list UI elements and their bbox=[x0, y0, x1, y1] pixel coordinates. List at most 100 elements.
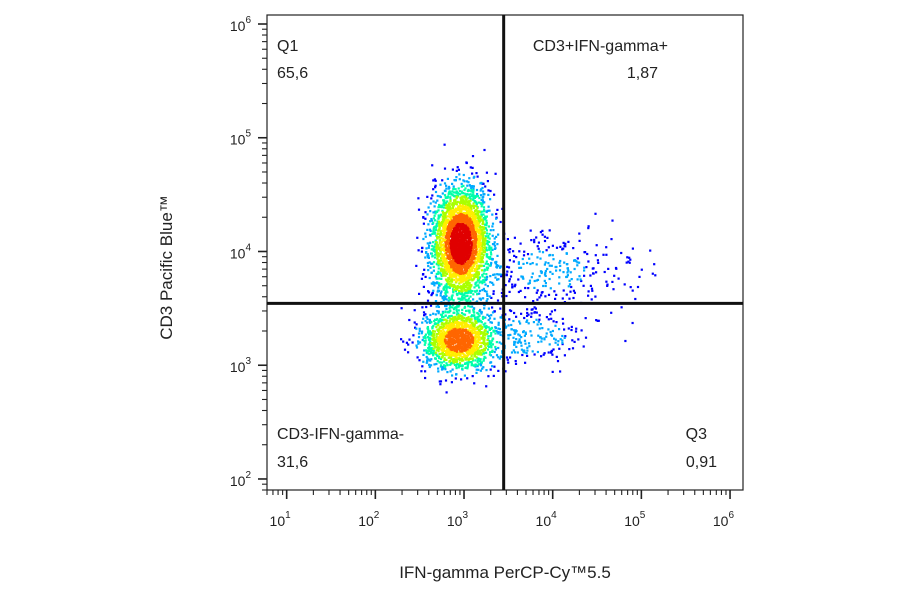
event-dot bbox=[620, 306, 623, 309]
event-dot bbox=[480, 310, 483, 313]
event-dot bbox=[447, 283, 450, 286]
event-dot bbox=[605, 253, 608, 256]
event-dot bbox=[438, 226, 441, 230]
event-dot bbox=[524, 361, 527, 364]
event-dot bbox=[453, 221, 456, 224]
event-dot bbox=[442, 206, 445, 209]
event-dot bbox=[435, 222, 438, 225]
event-dot bbox=[480, 321, 483, 324]
event-dot bbox=[548, 254, 551, 257]
event-dot bbox=[528, 257, 531, 260]
event-dot bbox=[429, 321, 432, 324]
event-dot bbox=[452, 188, 455, 191]
event-dot bbox=[437, 345, 440, 348]
event-dot bbox=[450, 283, 453, 286]
event-dot bbox=[464, 362, 467, 365]
event-dot bbox=[451, 327, 454, 330]
event-dot bbox=[551, 329, 554, 333]
event-dot bbox=[476, 267, 479, 271]
event-dot bbox=[478, 267, 481, 270]
event-dot bbox=[582, 345, 585, 348]
event-dot bbox=[570, 285, 573, 289]
event-dot bbox=[445, 267, 448, 270]
event-dot bbox=[438, 277, 441, 280]
event-dot bbox=[515, 338, 518, 341]
event-dot bbox=[500, 291, 503, 295]
event-dot bbox=[553, 290, 556, 293]
event-dot bbox=[455, 325, 458, 328]
event-dot bbox=[474, 209, 477, 212]
event-dot bbox=[580, 279, 583, 283]
event-dot bbox=[429, 220, 432, 223]
event-dot bbox=[480, 199, 483, 202]
event-dot bbox=[536, 278, 540, 281]
event-dot bbox=[499, 265, 502, 268]
event-dot bbox=[565, 252, 568, 255]
event-dot bbox=[456, 166, 459, 169]
event-dot bbox=[426, 299, 430, 302]
event-dot bbox=[449, 326, 452, 329]
event-dot bbox=[428, 261, 431, 264]
event-dot bbox=[482, 253, 485, 256]
event-dot bbox=[446, 239, 449, 243]
event-dot bbox=[506, 270, 509, 273]
event-dot bbox=[508, 278, 511, 281]
event-dot bbox=[453, 338, 456, 341]
event-dot bbox=[466, 247, 469, 250]
event-dot bbox=[444, 351, 448, 354]
event-dot bbox=[606, 284, 609, 287]
event-dot bbox=[441, 206, 444, 209]
event-dot bbox=[483, 269, 486, 272]
event-dot bbox=[466, 361, 469, 364]
event-dot bbox=[571, 339, 574, 342]
event-dot bbox=[477, 318, 480, 321]
event-dot bbox=[434, 226, 438, 229]
event-dot bbox=[480, 280, 483, 283]
event-dot bbox=[561, 339, 564, 342]
event-dot bbox=[484, 344, 487, 347]
event-dot bbox=[434, 186, 437, 189]
event-dot bbox=[468, 327, 471, 330]
event-dot bbox=[461, 192, 464, 195]
event-dot bbox=[549, 287, 552, 290]
event-dot bbox=[576, 261, 579, 264]
event-dot bbox=[487, 337, 490, 340]
event-dot bbox=[485, 229, 488, 232]
event-dot bbox=[428, 228, 432, 231]
event-dot bbox=[576, 264, 579, 267]
event-dot bbox=[507, 324, 510, 327]
event-dot bbox=[441, 254, 445, 257]
event-dot bbox=[446, 311, 449, 314]
event-dot bbox=[452, 361, 455, 364]
event-dot bbox=[520, 336, 523, 339]
event-dot bbox=[574, 330, 578, 333]
event-dot bbox=[552, 348, 555, 351]
event-dot bbox=[441, 192, 444, 195]
event-dot bbox=[430, 294, 433, 297]
event-dot bbox=[443, 248, 446, 251]
event-dot bbox=[490, 344, 493, 348]
event-dot bbox=[491, 339, 494, 342]
event-dot bbox=[455, 197, 458, 200]
event-dot bbox=[447, 220, 450, 224]
event-dot bbox=[446, 291, 449, 294]
event-dot bbox=[537, 340, 540, 344]
event-dot bbox=[544, 295, 547, 298]
event-dot bbox=[476, 245, 479, 248]
event-dot bbox=[451, 168, 454, 171]
event-dot bbox=[470, 261, 473, 264]
event-dot bbox=[499, 220, 502, 224]
event-dot bbox=[476, 210, 479, 213]
event-dot bbox=[454, 201, 457, 204]
event-dot bbox=[548, 277, 551, 281]
event-dot bbox=[547, 293, 551, 296]
event-dot bbox=[478, 289, 482, 292]
event-dot bbox=[486, 298, 489, 301]
event-dot bbox=[438, 254, 441, 257]
event-dot bbox=[476, 255, 479, 258]
event-dot bbox=[467, 289, 470, 292]
event-dot bbox=[491, 343, 494, 346]
event-dot bbox=[533, 311, 536, 314]
event-dot bbox=[471, 266, 474, 269]
event-dot bbox=[474, 363, 477, 366]
